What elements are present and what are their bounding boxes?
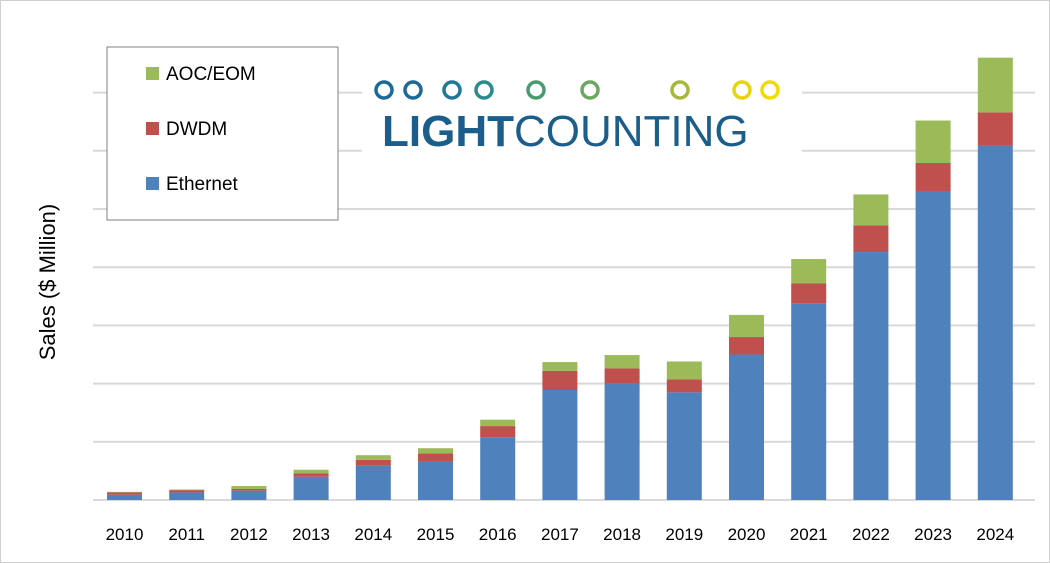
bar-ethernet-2023: [915, 191, 951, 501]
logo-text: LIGHTCOUNTING: [382, 107, 749, 156]
x-tick-label: 2021: [790, 525, 828, 544]
bar-ethernet-2013: [293, 476, 329, 500]
bar-dwdm-2014: [355, 459, 391, 466]
legend-swatch: [146, 122, 159, 135]
bar-dwdm-2011: [169, 490, 205, 493]
bar-dwdm-2023: [915, 163, 951, 192]
bar-ethernet-2018: [604, 383, 640, 500]
bar-ethernet-2012: [231, 490, 267, 500]
x-tick-label: 2017: [541, 525, 579, 544]
x-tick-label: 2016: [479, 525, 517, 544]
bar-ethernet-2017: [542, 390, 578, 500]
bar-aoc-eom-2017: [542, 362, 578, 371]
logo-circle: [403, 80, 423, 100]
bar-dwdm-2020: [729, 337, 764, 355]
bar-ethernet-2020: [729, 354, 764, 500]
y-axis-label: Sales ($ Million): [35, 204, 60, 361]
x-tick-label: 2022: [852, 525, 890, 544]
bar-aoc-eom-2020: [729, 314, 764, 338]
legend-label: DWDM: [166, 119, 227, 140]
bar-aoc-eom-2019: [666, 361, 702, 380]
bar-ethernet-2019: [666, 392, 702, 500]
bar-dwdm-2016: [480, 426, 516, 438]
bar-aoc-eom-2015: [418, 448, 453, 454]
bar-aoc-eom-2024: [977, 57, 1013, 113]
x-tick-label: 2010: [106, 525, 144, 544]
x-tick-label: 2019: [665, 525, 703, 544]
logo-circle: [732, 80, 752, 100]
logo-circle: [580, 80, 600, 100]
x-tick-label: 2018: [603, 525, 641, 544]
bar-ethernet-2014: [355, 465, 391, 500]
x-tick-label: 2013: [292, 525, 330, 544]
bar-dwdm-2017: [542, 370, 578, 391]
logo-circle: [670, 80, 690, 100]
x-tick-label: 2023: [914, 525, 952, 544]
bar-dwdm-2013: [293, 473, 329, 477]
bar-dwdm-2015: [418, 453, 453, 462]
x-tick-label: 2011: [168, 525, 205, 544]
lightcounting-logo: LIGHTCOUNTING: [362, 72, 802, 156]
bar-ethernet-2021: [791, 303, 827, 500]
x-tick-labels: 2010 2011 2012 2013 2014 2015 2016 2017 2018 2019…: [106, 525, 1015, 544]
bar-aoc-eom-2013: [293, 469, 329, 474]
bar-ethernet-2016: [480, 437, 516, 500]
bar-aoc-eom-2023: [915, 120, 951, 164]
logo-circle: [474, 80, 494, 100]
legend-swatch: [146, 67, 159, 80]
bar-dwdm-2018: [604, 368, 640, 384]
logo-circle: [442, 80, 462, 100]
bar-dwdm-2024: [977, 112, 1013, 146]
legend-label: Ethernet: [166, 174, 239, 195]
logo-circle: [526, 80, 546, 100]
bars: [107, 57, 1013, 501]
bar-aoc-eom-2021: [791, 259, 827, 284]
bar-aoc-eom-2014: [355, 455, 391, 460]
x-tick-label: 2012: [230, 525, 268, 544]
bar-aoc-eom-2018: [604, 355, 640, 369]
bar-ethernet-2015: [418, 461, 453, 500]
bar-ethernet-2011: [169, 492, 205, 500]
bar-dwdm-2021: [791, 283, 827, 304]
bar-aoc-eom-2010: [107, 491, 142, 493]
bar-aoc-eom-2011: [169, 489, 205, 491]
x-tick-label: 2015: [417, 525, 455, 544]
bar-aoc-eom-2012: [231, 486, 267, 489]
bar-dwdm-2012: [231, 488, 267, 491]
bar-dwdm-2022: [853, 225, 889, 253]
logo-circle: [760, 80, 780, 100]
bar-dwdm-2019: [666, 379, 702, 393]
bar-ethernet-2010: [107, 494, 142, 500]
bar-ethernet-2024: [977, 145, 1013, 500]
x-tick-label: 2020: [728, 525, 766, 544]
legend-label: AOC/EOM: [166, 64, 256, 85]
x-tick-label: 2024: [976, 525, 1014, 544]
x-tick-label: 2014: [354, 525, 392, 544]
bar-aoc-eom-2016: [480, 419, 516, 427]
legend-swatch: [146, 177, 159, 190]
logo-circle: [374, 80, 394, 100]
bar-ethernet-2022: [853, 252, 889, 500]
bar-aoc-eom-2022: [853, 194, 889, 226]
bar-dwdm-2010: [107, 492, 142, 495]
legend: AOC/EOM DWDM Ethernet: [106, 46, 339, 221]
